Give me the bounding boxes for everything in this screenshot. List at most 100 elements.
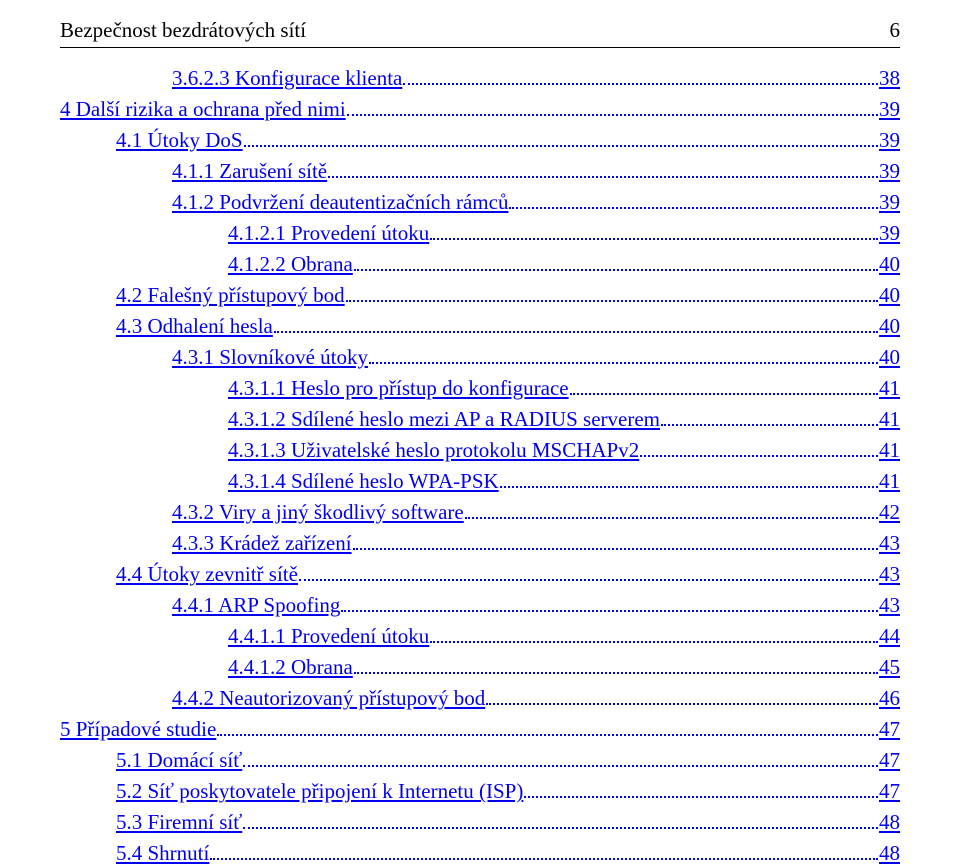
toc-entry: 4.4 Útoky zevnitř sítě 43	[60, 558, 900, 589]
toc-entry-page[interactable]: 41	[879, 406, 900, 434]
toc-entry: 4.1.1 Zarušení sítě 39	[60, 155, 900, 186]
toc-leader-dots	[430, 620, 878, 643]
toc-entry-page[interactable]: 48	[879, 840, 900, 868]
toc-entry: 4.1.2 Podvržení deautentizačních rámců 39	[60, 186, 900, 217]
toc-entry-page[interactable]: 43	[879, 561, 900, 589]
toc-entry: 4.3 Odhalení hesla 40	[60, 310, 900, 341]
toc-leader-dots	[217, 713, 878, 736]
toc-entry: 4.3.1.2 Sdílené heslo mezi AP a RADIUS s…	[60, 403, 900, 434]
toc-entry-label[interactable]: 4.3.1.3 Uživatelské heslo protokolu MSCH…	[228, 437, 639, 465]
toc-entry-page[interactable]: 48	[879, 809, 900, 837]
toc-entry-label[interactable]: 4.3.1.2 Sdílené heslo mezi AP a RADIUS s…	[228, 406, 660, 434]
toc-leader-dots	[430, 217, 878, 240]
toc-entry-page[interactable]: 39	[879, 96, 900, 124]
toc-entry-label[interactable]: 4.1.2.1 Provedení útoku	[228, 220, 429, 248]
toc-entry: 5.1 Domácí síť 47	[60, 744, 900, 775]
toc-leader-dots	[274, 310, 878, 333]
document-page: Bezpečnost bezdrátových sítí 6 3.6.2.3 K…	[0, 0, 960, 783]
toc-leader-dots	[299, 558, 878, 581]
toc-entry-page[interactable]: 39	[879, 189, 900, 217]
toc-entry-label[interactable]: 5.3 Firemní síť	[116, 809, 242, 837]
toc-leader-dots	[347, 93, 878, 116]
toc-entry-page[interactable]: 43	[879, 592, 900, 620]
toc-entry-page[interactable]: 42	[879, 499, 900, 527]
toc-leader-dots	[353, 527, 878, 550]
toc-entry-label[interactable]: 4 Další rizika a ochrana před nimi	[60, 96, 346, 124]
toc-entry: 5 Případové studie 47	[60, 713, 900, 744]
toc-leader-dots	[354, 651, 878, 674]
toc-entry: 4.3.1.3 Uživatelské heslo protokolu MSCH…	[60, 434, 900, 465]
toc-leader-dots	[486, 682, 878, 705]
toc-entry-label[interactable]: 4.1.1 Zarušení sítě	[172, 158, 327, 186]
toc-leader-dots	[500, 465, 878, 488]
toc-entry-page[interactable]: 41	[879, 375, 900, 403]
toc-leader-dots	[243, 744, 878, 767]
toc-entry: 3.6.2.3 Konfigurace klienta 38	[60, 62, 900, 93]
toc-leader-dots	[403, 62, 878, 85]
toc-entry-label[interactable]: 4.4.2 Neautorizovaný přístupový bod	[172, 685, 485, 713]
toc-entry-page[interactable]: 41	[879, 468, 900, 496]
toc-entry-label[interactable]: 4.4.1.2 Obrana	[228, 654, 353, 682]
toc-entry: 4.2 Falešný přístupový bod 40	[60, 279, 900, 310]
toc-entry-page[interactable]: 40	[879, 313, 900, 341]
toc-entry-page[interactable]: 47	[879, 747, 900, 775]
toc-leader-dots	[210, 837, 878, 860]
toc-entry-page[interactable]: 39	[879, 127, 900, 155]
toc-entry-label[interactable]: 4.2 Falešný přístupový bod	[116, 282, 345, 310]
toc-entry: 4.3.3 Krádež zařízení 43	[60, 527, 900, 558]
toc-entry-label[interactable]: 3.6.2.3 Konfigurace klienta	[172, 65, 402, 93]
toc-entry-label[interactable]: 4.1.2.2 Obrana	[228, 251, 353, 279]
toc-entry-label[interactable]: 4.3.1.4 Sdílené heslo WPA-PSK	[228, 468, 499, 496]
toc-entry: 4.3.1 Slovníkové útoky 40	[60, 341, 900, 372]
toc-leader-dots	[244, 124, 878, 147]
toc-leader-dots	[524, 775, 878, 798]
toc-entry-label[interactable]: 4.3 Odhalení hesla	[116, 313, 273, 341]
table-of-contents: 3.6.2.3 Konfigurace klienta384 Další riz…	[60, 62, 900, 868]
toc-entry-label[interactable]: 5.4 Shrnutí	[116, 840, 209, 868]
toc-entry-page[interactable]: 44	[879, 623, 900, 651]
toc-entry-label[interactable]: 4.4 Útoky zevnitř sítě	[116, 561, 298, 589]
toc-entry-page[interactable]: 39	[879, 158, 900, 186]
toc-entry-label[interactable]: 4.3.1 Slovníkové útoky	[172, 344, 368, 372]
toc-entry-page[interactable]: 41	[879, 437, 900, 465]
toc-entry-page[interactable]: 46	[879, 685, 900, 713]
toc-entry-page[interactable]: 40	[879, 282, 900, 310]
toc-entry-page[interactable]: 39	[879, 220, 900, 248]
toc-entry-label[interactable]: 4.4.1.1 Provedení útoku	[228, 623, 429, 651]
toc-leader-dots	[640, 434, 878, 457]
toc-entry: 4.1.2.2 Obrana 40	[60, 248, 900, 279]
toc-entry-label[interactable]: 4.3.3 Krádež zařízení	[172, 530, 352, 558]
toc-leader-dots	[509, 186, 878, 209]
toc-entry-label[interactable]: 4.4.1 ARP Spoofing	[172, 592, 340, 620]
toc-leader-dots	[570, 372, 878, 395]
toc-entry-page[interactable]: 38	[879, 65, 900, 93]
toc-entry: 4.3.1.1 Heslo pro přístup do konfigurace…	[60, 372, 900, 403]
toc-entry: 4.1 Útoky DoS 39	[60, 124, 900, 155]
toc-entry: 4 Další rizika a ochrana před nimi 39	[60, 93, 900, 124]
toc-entry-label[interactable]: 4.3.2 Viry a jiný škodlivý software	[172, 499, 464, 527]
toc-leader-dots	[341, 589, 878, 612]
toc-entry-page[interactable]: 40	[879, 251, 900, 279]
toc-entry: 4.3.1.4 Sdílené heslo WPA-PSK 41	[60, 465, 900, 496]
toc-entry: 5.2 Síť poskytovatele připojení k Intern…	[60, 775, 900, 806]
toc-entry: 4.3.2 Viry a jiný škodlivý software 42	[60, 496, 900, 527]
toc-entry-label[interactable]: 4.3.1.1 Heslo pro přístup do konfigurace	[228, 375, 569, 403]
toc-entry-page[interactable]: 47	[879, 716, 900, 744]
toc-entry-page[interactable]: 40	[879, 344, 900, 372]
toc-entry-label[interactable]: 5.1 Domácí síť	[116, 747, 242, 775]
toc-entry: 4.4.2 Neautorizovaný přístupový bod 46	[60, 682, 900, 713]
toc-entry-page[interactable]: 43	[879, 530, 900, 558]
header-title: Bezpečnost bezdrátových sítí	[60, 18, 306, 43]
toc-entry: 5.3 Firemní síť 48	[60, 806, 900, 837]
toc-leader-dots	[661, 403, 878, 426]
header-rule	[60, 47, 900, 48]
toc-entry: 4.4.1 ARP Spoofing 43	[60, 589, 900, 620]
header-page-number: 6	[890, 18, 901, 43]
toc-entry-label[interactable]: 4.1.2 Podvržení deautentizačních rámců	[172, 189, 508, 217]
toc-leader-dots	[465, 496, 878, 519]
toc-leader-dots	[346, 279, 878, 302]
toc-entry-label[interactable]: 5 Případové studie	[60, 716, 216, 744]
toc-entry-page[interactable]: 45	[879, 654, 900, 682]
toc-entry-label[interactable]: 4.1 Útoky DoS	[116, 127, 243, 155]
toc-entry: 4.4.1.2 Obrana 45	[60, 651, 900, 682]
